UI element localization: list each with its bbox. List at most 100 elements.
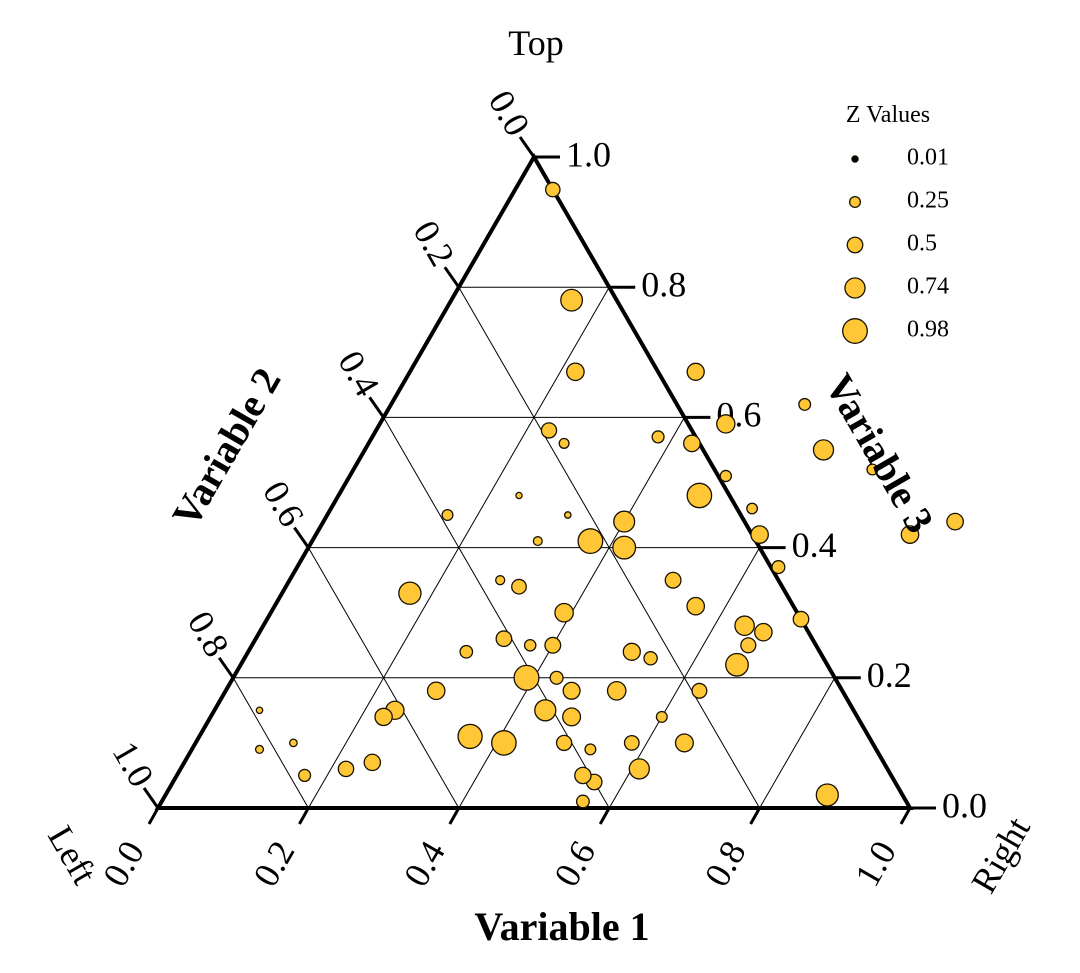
- legend-marker: [851, 155, 859, 163]
- legend: Z Values 0.01 0.25 0.5 0.74 0.98: [842, 102, 949, 344]
- axis-title-bottom: Variable 1: [474, 904, 649, 949]
- data-point: [562, 681, 581, 700]
- data-point: [457, 723, 483, 750]
- legend-entries: 0.01 0.25 0.5 0.74 0.98: [842, 145, 949, 344]
- data-point: [643, 651, 658, 666]
- legend-label: 0.5: [907, 231, 937, 257]
- legend-marker: [842, 318, 868, 344]
- data-point: [815, 783, 839, 807]
- data-point: [558, 437, 570, 449]
- data-point: [555, 734, 573, 752]
- tick-label-right: 0.2: [867, 655, 912, 695]
- data-point: [495, 630, 513, 648]
- data-point: [523, 638, 537, 652]
- data-point: [866, 463, 879, 476]
- grid-line: [232, 677, 309, 809]
- grid-lines: [232, 286, 836, 809]
- tick-label-bottom: 0.2: [245, 834, 302, 893]
- data-point: [734, 615, 755, 636]
- legend-label: 0.74: [907, 274, 949, 300]
- legend-marker: [846, 236, 864, 254]
- tick-mark-left: [217, 656, 235, 679]
- tick-marks: [142, 136, 936, 825]
- tick-mark-bottom: [448, 807, 461, 825]
- tick-label-right: 0.8: [641, 264, 686, 304]
- data-point: [554, 602, 574, 623]
- tick-mark-left: [368, 396, 385, 419]
- tick-mark-bottom: [147, 807, 160, 825]
- tick-label-left: 0.0: [481, 84, 538, 143]
- data-point: [683, 434, 701, 453]
- data-point: [515, 491, 523, 500]
- data-point: [719, 469, 733, 483]
- data-point: [651, 430, 665, 444]
- data-point: [900, 525, 920, 544]
- data-point: [612, 535, 637, 560]
- legend-label: 0.98: [907, 317, 949, 343]
- data-point: [532, 536, 543, 547]
- data-point: [560, 288, 584, 312]
- data-point: [398, 581, 422, 605]
- data-point: [544, 636, 562, 654]
- data-point: [946, 512, 964, 531]
- data-point: [716, 414, 736, 434]
- data-point: [549, 670, 564, 685]
- vertex-label-top: Top: [508, 23, 563, 63]
- tick-label-left: 0.4: [330, 344, 387, 403]
- tick-mark-left: [293, 526, 310, 549]
- tick-mark-bottom: [598, 807, 611, 825]
- legend-marker: [844, 277, 866, 299]
- data-point: [441, 508, 454, 522]
- data-point: [750, 525, 769, 544]
- data-point: [613, 510, 636, 533]
- tick-label-bottom: 0.8: [697, 834, 754, 893]
- vertex-label-left: Left: [40, 819, 105, 891]
- data-point: [511, 578, 527, 595]
- grid-line: [759, 677, 836, 809]
- data-point: [459, 644, 474, 659]
- data-point: [771, 560, 786, 575]
- legend-marker: [848, 195, 862, 209]
- tick-mark-left: [518, 136, 536, 158]
- triangle-frame: [154, 153, 914, 810]
- data-point: [562, 707, 582, 727]
- data-point: [288, 738, 298, 748]
- data-point: [534, 699, 557, 722]
- tick-mark-left: [443, 266, 461, 289]
- data-points: [254, 181, 964, 809]
- data-point: [606, 680, 627, 701]
- tick-label-bottom: 0.4: [396, 834, 453, 893]
- data-point: [686, 596, 706, 616]
- data-point: [740, 637, 757, 654]
- tick-label-right: 0.0: [942, 785, 987, 825]
- data-point: [254, 744, 265, 755]
- legend-label: 0.25: [907, 188, 949, 214]
- data-point: [297, 768, 312, 783]
- data-point: [691, 682, 708, 699]
- tick-label-right: 0.4: [792, 525, 837, 565]
- data-point: [491, 730, 517, 756]
- data-point: [725, 652, 749, 677]
- data-point: [686, 362, 705, 381]
- tick-mark-bottom: [749, 807, 761, 825]
- tick-label-bottom: 1.0: [847, 834, 904, 893]
- data-point: [812, 439, 835, 461]
- data-point: [374, 707, 393, 727]
- tick-mark-left: [142, 787, 160, 809]
- data-point: [363, 753, 382, 772]
- grid-line: [307, 547, 460, 809]
- data-point: [544, 181, 561, 198]
- data-point: [540, 422, 558, 439]
- tick-mark-bottom: [298, 807, 310, 825]
- legend-title: Z Values: [846, 102, 930, 128]
- data-point: [686, 482, 713, 509]
- tick-label-bottom: 0.6: [546, 834, 603, 893]
- data-point: [798, 397, 812, 411]
- tick-label-left: 0.2: [405, 214, 462, 273]
- data-point: [426, 681, 446, 701]
- tick-mark-bottom: [899, 807, 912, 825]
- data-point: [623, 734, 640, 751]
- legend-label: 0.01: [907, 145, 949, 171]
- data-point: [495, 575, 506, 586]
